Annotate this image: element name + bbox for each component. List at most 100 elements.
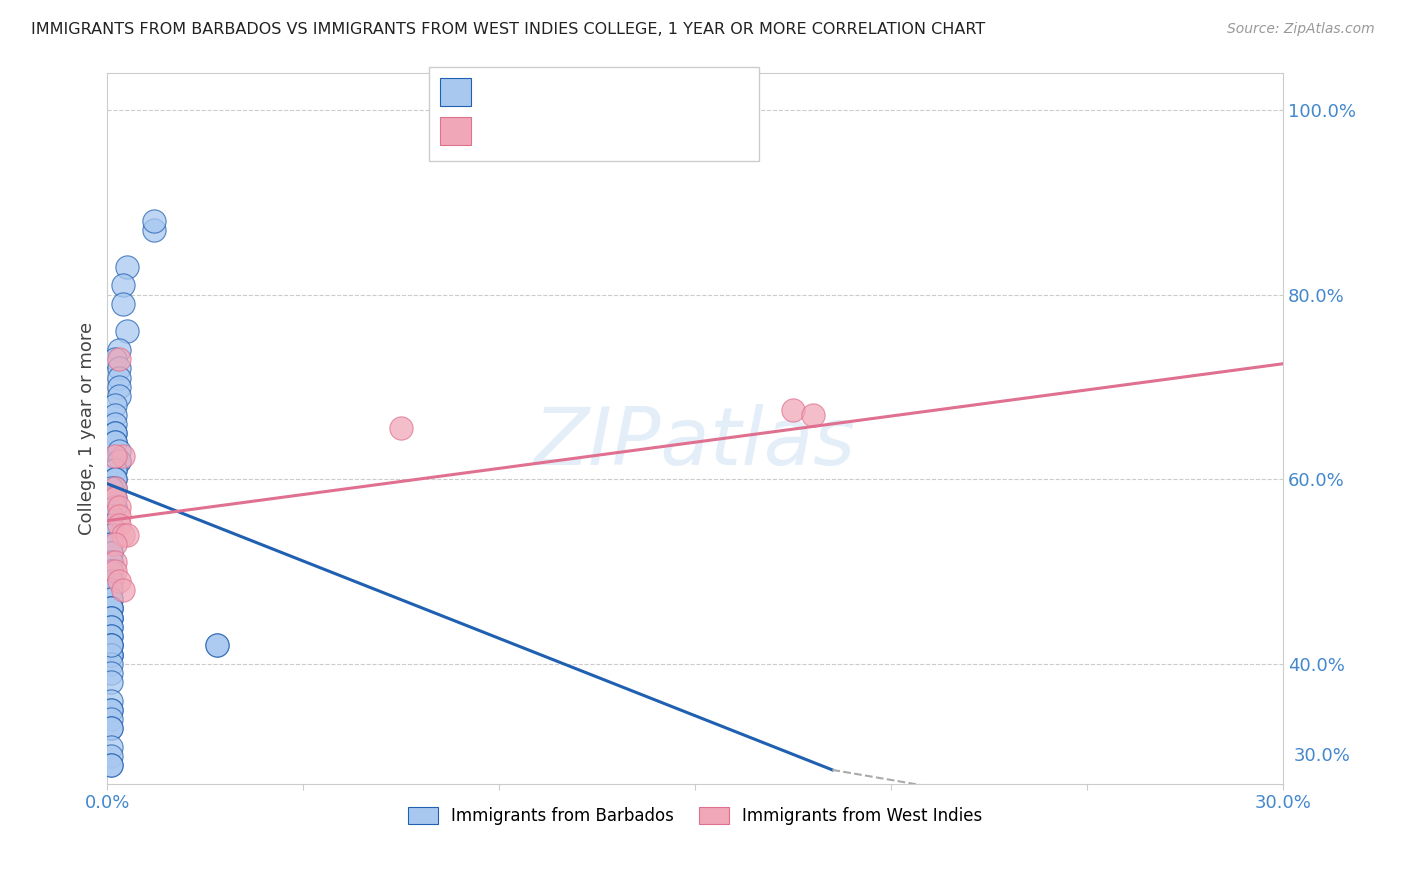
Point	[100, 749, 122, 764]
Point	[115, 527, 138, 541]
Point	[100, 712, 122, 726]
Point	[104, 463, 127, 477]
Point	[100, 537, 122, 551]
Point	[100, 758, 122, 772]
Point	[100, 620, 122, 634]
Point	[104, 425, 127, 440]
Point	[104, 481, 127, 495]
Point	[104, 472, 127, 486]
Point	[104, 500, 127, 514]
Point	[108, 574, 131, 588]
Point	[108, 361, 131, 376]
Point	[100, 722, 122, 736]
Point	[100, 657, 122, 671]
Point	[104, 463, 127, 477]
Text: -0.302: -0.302	[524, 83, 583, 101]
Point	[100, 509, 122, 524]
Point	[100, 638, 122, 652]
Point	[108, 352, 131, 367]
Text: IMMIGRANTS FROM BARBADOS VS IMMIGRANTS FROM WEST INDIES COLLEGE, 1 YEAR OR MORE : IMMIGRANTS FROM BARBADOS VS IMMIGRANTS F…	[31, 22, 986, 37]
Point	[104, 500, 127, 514]
Point	[205, 638, 228, 652]
Point	[108, 500, 131, 514]
Text: R =: R =	[482, 83, 519, 101]
Point	[100, 703, 122, 717]
Point	[104, 449, 127, 463]
Point	[100, 546, 122, 560]
Point	[100, 555, 122, 569]
Point	[112, 278, 135, 293]
Text: 30.0%: 30.0%	[1294, 747, 1351, 765]
Point	[100, 601, 122, 615]
Point	[112, 297, 135, 311]
Y-axis label: College, 1 year or more: College, 1 year or more	[79, 322, 96, 535]
Point	[100, 527, 122, 541]
Point	[104, 537, 127, 551]
Point	[112, 527, 135, 541]
Point	[143, 213, 166, 227]
Point	[108, 453, 131, 467]
Point	[108, 509, 131, 524]
Point	[100, 601, 122, 615]
Point	[100, 665, 122, 680]
Point	[104, 435, 127, 450]
Point	[104, 417, 127, 431]
Point	[104, 425, 127, 440]
Point	[100, 693, 122, 707]
Point	[108, 380, 131, 394]
Point	[100, 629, 122, 643]
Point	[100, 629, 122, 643]
Point	[100, 555, 122, 569]
Point	[108, 370, 131, 384]
Point	[100, 574, 122, 588]
Point	[100, 648, 122, 662]
Point	[100, 610, 122, 624]
Point	[108, 389, 131, 403]
Point	[112, 449, 135, 463]
Text: 0.501: 0.501	[524, 122, 576, 140]
Point	[100, 648, 122, 662]
Point	[100, 574, 122, 588]
Text: Source: ZipAtlas.com: Source: ZipAtlas.com	[1227, 22, 1375, 37]
Point	[100, 518, 122, 533]
Point	[100, 601, 122, 615]
Point	[100, 546, 122, 560]
Point	[100, 509, 122, 524]
Point	[100, 638, 122, 652]
Point	[104, 398, 127, 412]
Point	[100, 610, 122, 624]
Point	[108, 453, 131, 467]
Point	[100, 527, 122, 541]
Point	[100, 565, 122, 579]
Point	[100, 592, 122, 607]
Point	[104, 491, 127, 505]
Text: ZIPatlas: ZIPatlas	[534, 403, 856, 482]
Point	[100, 610, 122, 624]
Point	[108, 343, 131, 357]
Point	[100, 638, 122, 652]
Point	[100, 739, 122, 754]
Point	[104, 435, 127, 450]
Point	[104, 565, 127, 579]
Point	[100, 509, 122, 524]
Point	[100, 518, 122, 533]
Point	[100, 582, 122, 597]
Point	[100, 703, 122, 717]
Point	[115, 325, 138, 339]
Text: R =: R =	[482, 122, 523, 140]
Point	[100, 565, 122, 579]
Point	[104, 481, 127, 495]
Point	[100, 582, 122, 597]
Point	[100, 675, 122, 690]
Text: N =: N =	[598, 83, 634, 101]
Point	[104, 408, 127, 422]
Point	[205, 638, 228, 652]
Point	[100, 537, 122, 551]
Point	[115, 260, 138, 274]
Point	[801, 408, 824, 422]
Point	[100, 620, 122, 634]
Point	[104, 472, 127, 486]
Point	[143, 223, 166, 237]
Text: 86: 86	[634, 83, 657, 101]
Point	[782, 403, 804, 417]
